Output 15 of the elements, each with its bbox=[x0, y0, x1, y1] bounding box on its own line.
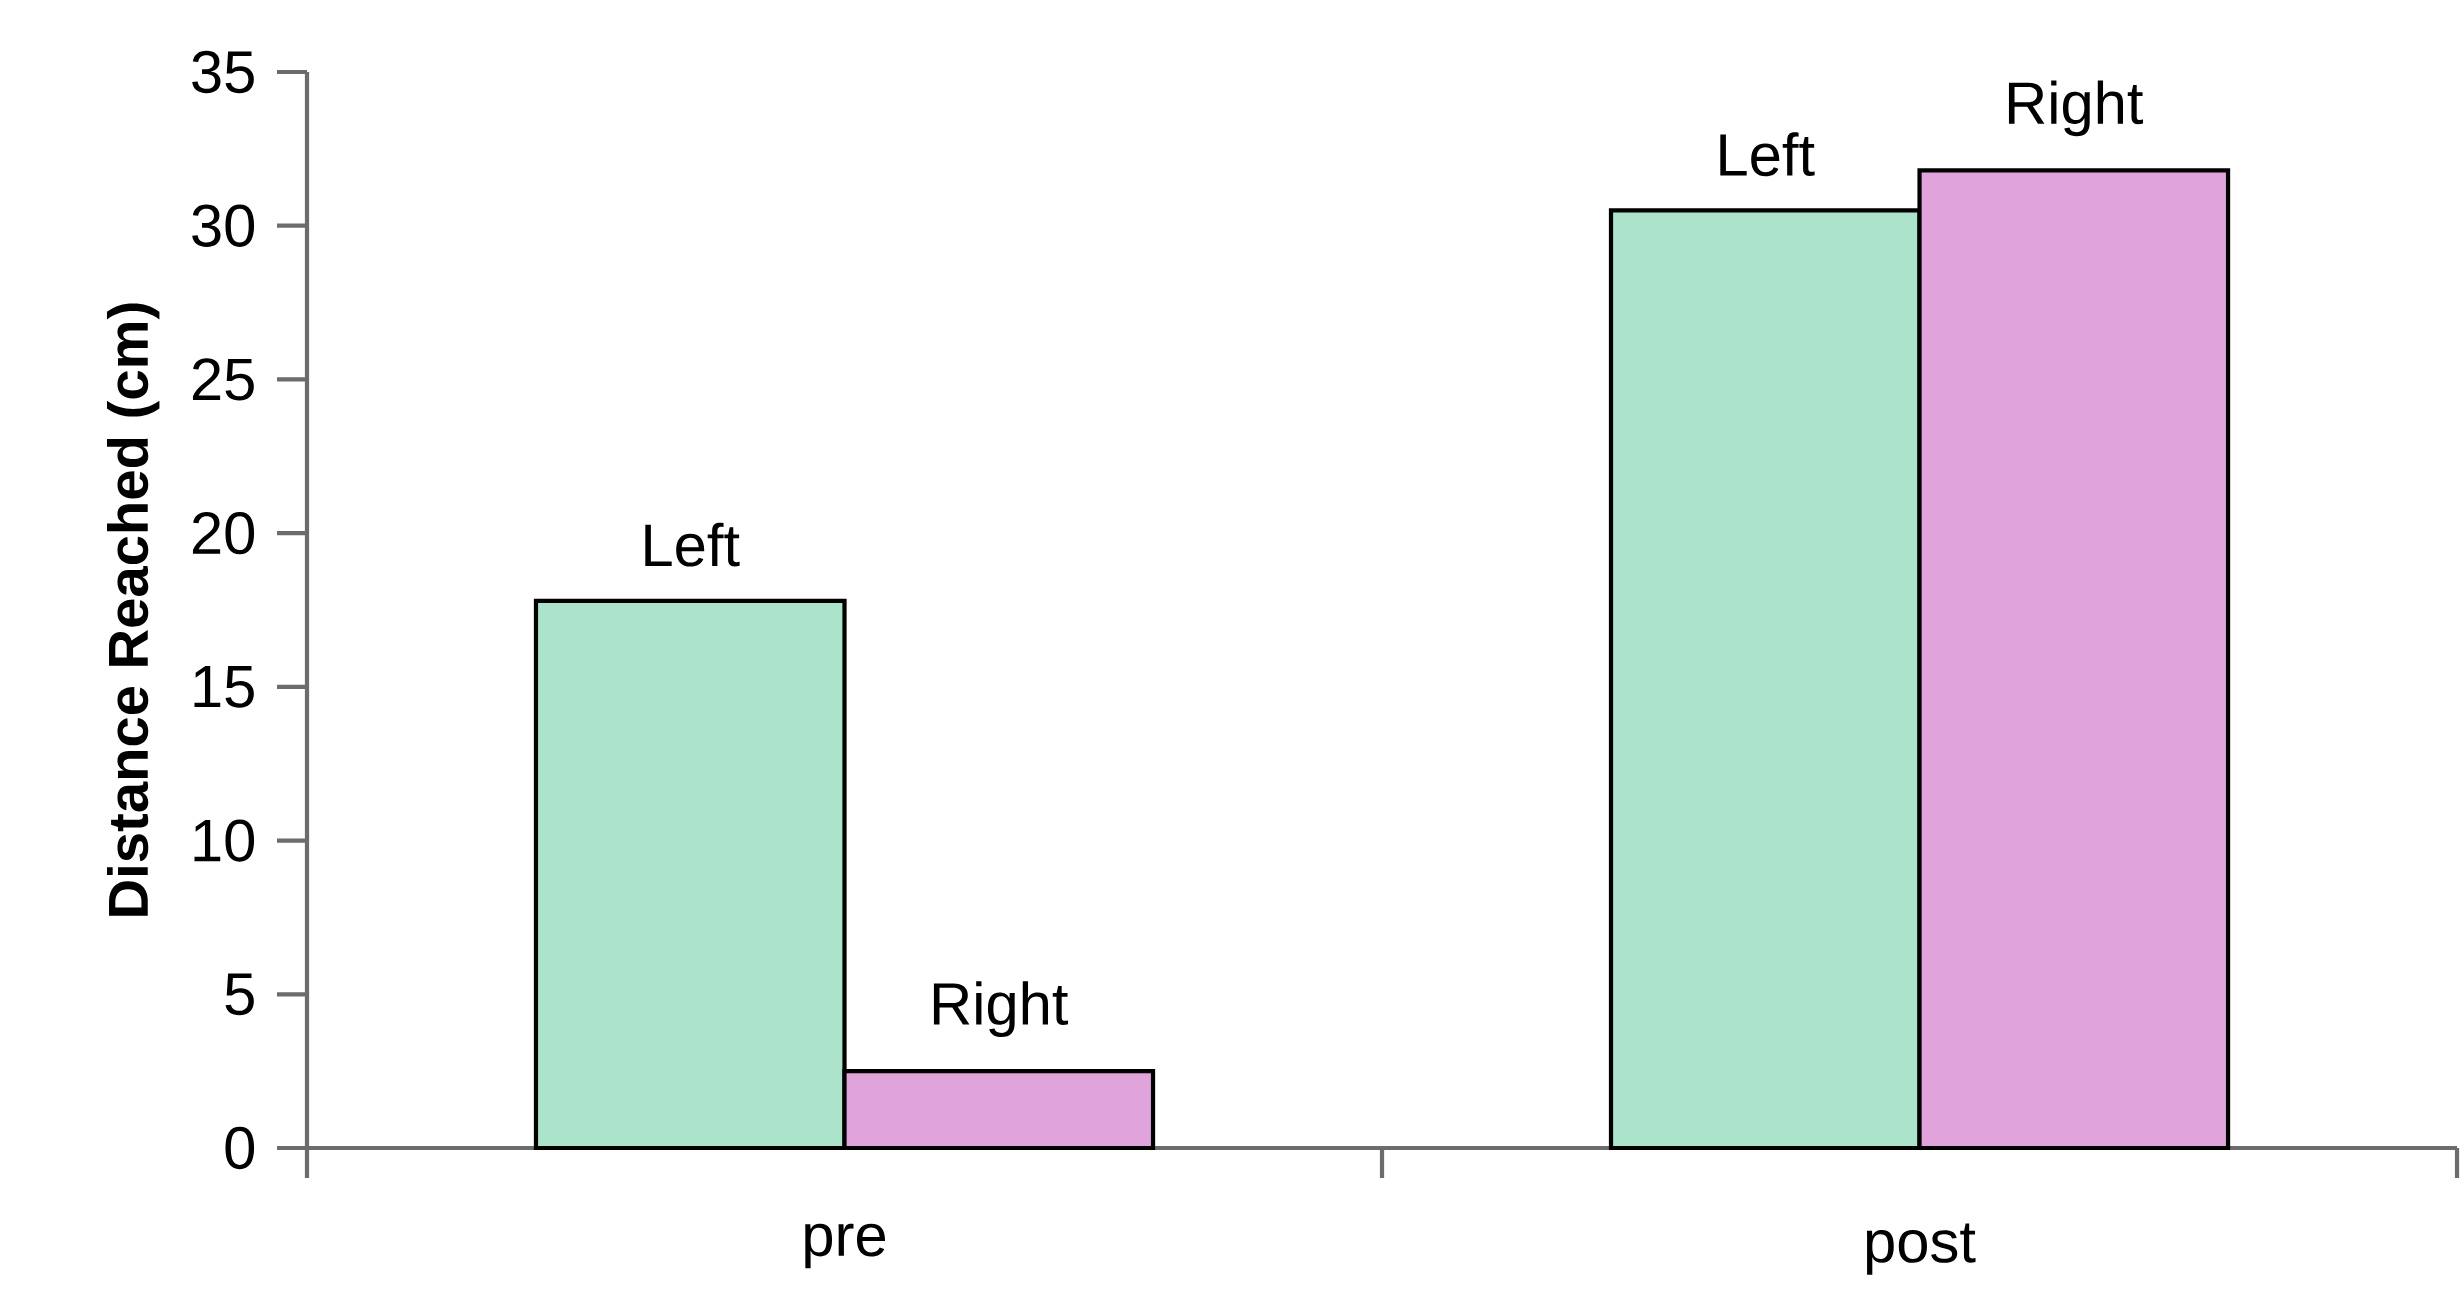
y-tick-label: 20 bbox=[192, 511, 255, 555]
x-tick-label: post bbox=[1866, 1223, 1976, 1275]
y-tick-label: 10 bbox=[194, 819, 255, 862]
y-tick-label: 0 bbox=[225, 1126, 255, 1170]
series-label: Left bbox=[1720, 132, 1815, 177]
y-tick-label: 35 bbox=[192, 50, 254, 94]
y-tick-label: 25 bbox=[192, 358, 254, 401]
text: Right bbox=[933, 981, 1069, 1037]
y-tick-label: 15 bbox=[194, 666, 254, 708]
y-tick-label: 5 bbox=[225, 973, 254, 1016]
x-tick-label: pre bbox=[805, 1223, 886, 1269]
series-label: Right bbox=[2008, 80, 2144, 137]
y-axis-title: Distance Reached (cm) bbox=[106, 303, 160, 916]
text: Left bbox=[645, 522, 740, 567]
y-tick-label: 30 bbox=[192, 204, 255, 247]
